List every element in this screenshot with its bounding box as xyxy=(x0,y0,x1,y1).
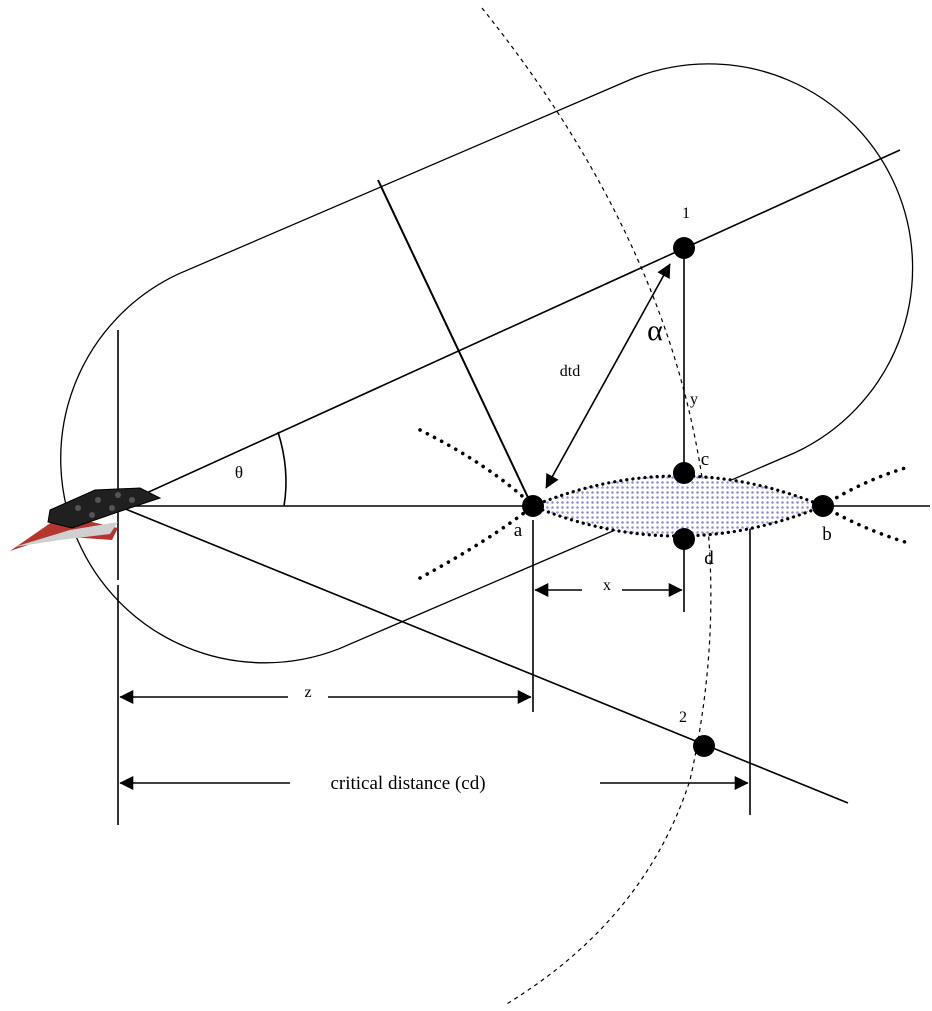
point-1-label: 1 xyxy=(682,205,690,222)
theta-arc xyxy=(277,431,287,507)
dtd-label: dtd xyxy=(560,363,580,380)
upper-bearing-line xyxy=(117,149,901,507)
sensor-coverage-region xyxy=(60,63,914,664)
dotted-curve-upper-left xyxy=(418,428,535,508)
z-label: z xyxy=(304,684,311,701)
point-2-marker xyxy=(693,735,715,757)
dotted-curve-upper-right xyxy=(821,466,907,508)
lower-bearing-line xyxy=(117,505,849,804)
dotted-curve-lower-right xyxy=(821,504,907,544)
dotted-curve-lower-left xyxy=(418,504,535,580)
point-2-label: 2 xyxy=(679,709,687,726)
point-a-label: a xyxy=(514,520,523,541)
point-d-label: d xyxy=(704,548,714,569)
point-1-marker xyxy=(673,237,695,259)
detection-range-arc xyxy=(481,7,712,1006)
point-d-marker xyxy=(673,528,695,550)
theta-label: θ xyxy=(235,463,243,482)
dtd-arrow xyxy=(545,263,671,489)
overlap-region xyxy=(533,476,823,536)
point-b-label: b xyxy=(822,524,832,545)
point-c-marker xyxy=(673,462,695,484)
point-b-marker xyxy=(812,495,834,517)
vessel-icon xyxy=(10,487,162,551)
y-label: y xyxy=(690,391,698,408)
x-label: x xyxy=(603,577,611,594)
critical-distance-label: critical distance (cd) xyxy=(330,773,485,794)
alpha-label: α xyxy=(647,314,663,347)
coverage-width-line xyxy=(377,179,533,507)
point-c-label: c xyxy=(701,449,709,470)
point-a-marker xyxy=(522,495,544,517)
